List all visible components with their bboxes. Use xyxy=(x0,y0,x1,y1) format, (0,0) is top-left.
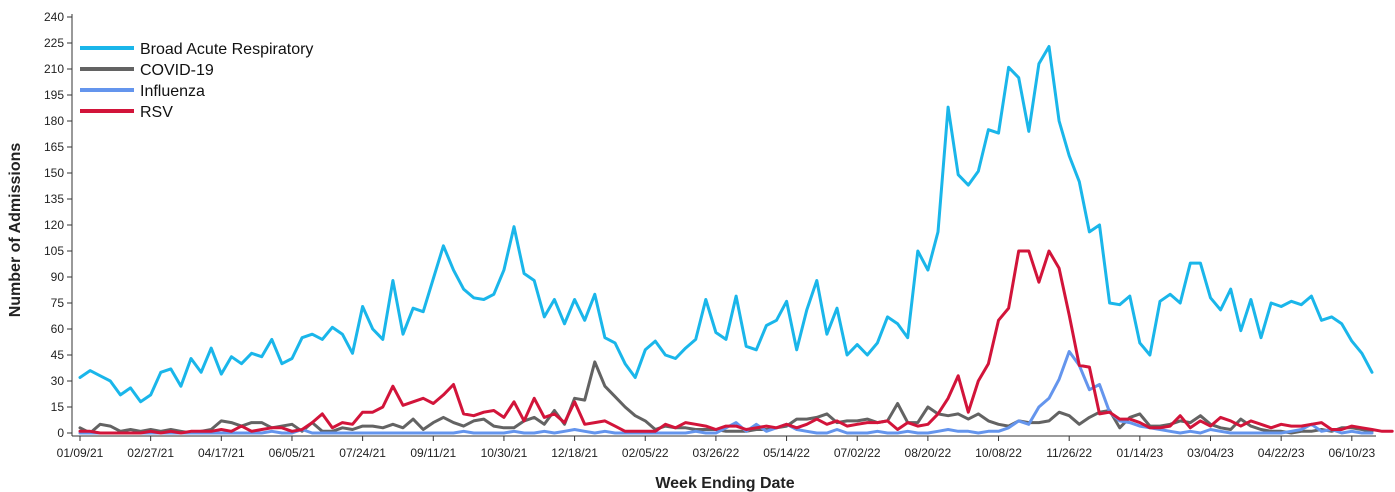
y-tick-label: 225 xyxy=(44,36,64,50)
y-tick-label: 210 xyxy=(44,62,64,76)
x-tick-label: 09/11/21 xyxy=(410,446,456,460)
legend-label-rsv: RSV xyxy=(140,104,173,121)
series-line-rsv xyxy=(78,249,1394,435)
x-tick-label: 02/27/21 xyxy=(127,446,174,460)
y-tick-label: 240 xyxy=(44,10,64,24)
y-tick-label: 75 xyxy=(51,296,65,310)
x-tick-label: 10/30/21 xyxy=(481,446,528,460)
legend-label-broad-acute-respiratory: Broad Acute Respiratory xyxy=(140,41,313,58)
y-tick-label: 195 xyxy=(44,88,64,102)
x-tick-label: 08/20/22 xyxy=(905,446,952,460)
y-axis-label: Number of Admissions xyxy=(7,143,24,318)
y-tick-label: 165 xyxy=(44,140,64,154)
x-axis-label: Week Ending Date xyxy=(655,475,794,492)
y-tick-label: 15 xyxy=(51,400,65,414)
y-tick-label: 105 xyxy=(44,244,64,258)
x-tick-label: 04/22/23 xyxy=(1258,446,1305,460)
x-tick-label: 02/05/22 xyxy=(622,446,669,460)
x-tick-label: 04/17/21 xyxy=(198,446,245,460)
y-tick-label: 120 xyxy=(44,218,64,232)
y-tick-label: 90 xyxy=(51,270,65,284)
x-tick-label: 07/02/22 xyxy=(834,446,881,460)
legend-label-influenza: Influenza xyxy=(140,83,205,100)
y-tick-label: 0 xyxy=(57,426,64,440)
x-tick-label: 10/08/22 xyxy=(975,446,1022,460)
y-tick-label: 135 xyxy=(44,192,64,206)
axes: 0 15 30 45 60 75 90 105 120 135 150 165 180 195 210 225… xyxy=(44,10,1376,460)
legend-label-covid-19: COVID-19 xyxy=(140,62,214,79)
y-tick-label: 30 xyxy=(51,374,65,388)
x-tick-label: 06/10/23 xyxy=(1328,446,1375,460)
y-tick-label: 150 xyxy=(44,166,64,180)
x-tick-label: 01/14/23 xyxy=(1116,446,1163,460)
y-tick-label: 180 xyxy=(44,114,64,128)
series-lines xyxy=(78,45,1394,435)
series-line-covid-19 xyxy=(78,360,1374,435)
x-tick-label: 03/26/22 xyxy=(693,446,740,460)
x-tick-label: 03/04/23 xyxy=(1187,446,1234,460)
x-tick-label: 05/14/22 xyxy=(763,446,810,460)
y-axis-title: Number of Admissions xyxy=(7,143,24,318)
legend: Broad Acute Respiratory COVID-19 Influenza… xyxy=(80,41,313,121)
x-tick-label: 12/18/21 xyxy=(551,446,598,460)
x-tick-label: 07/24/21 xyxy=(339,446,386,460)
x-tick-label: 06/05/21 xyxy=(269,446,316,460)
y-tick-label: 60 xyxy=(51,322,65,336)
series-line-broad-acute-respiratory xyxy=(78,45,1374,404)
x-tick-label: 11/26/22 xyxy=(1046,446,1092,460)
x-tick-label: 01/09/21 xyxy=(57,446,104,460)
y-tick-label: 45 xyxy=(51,348,65,362)
